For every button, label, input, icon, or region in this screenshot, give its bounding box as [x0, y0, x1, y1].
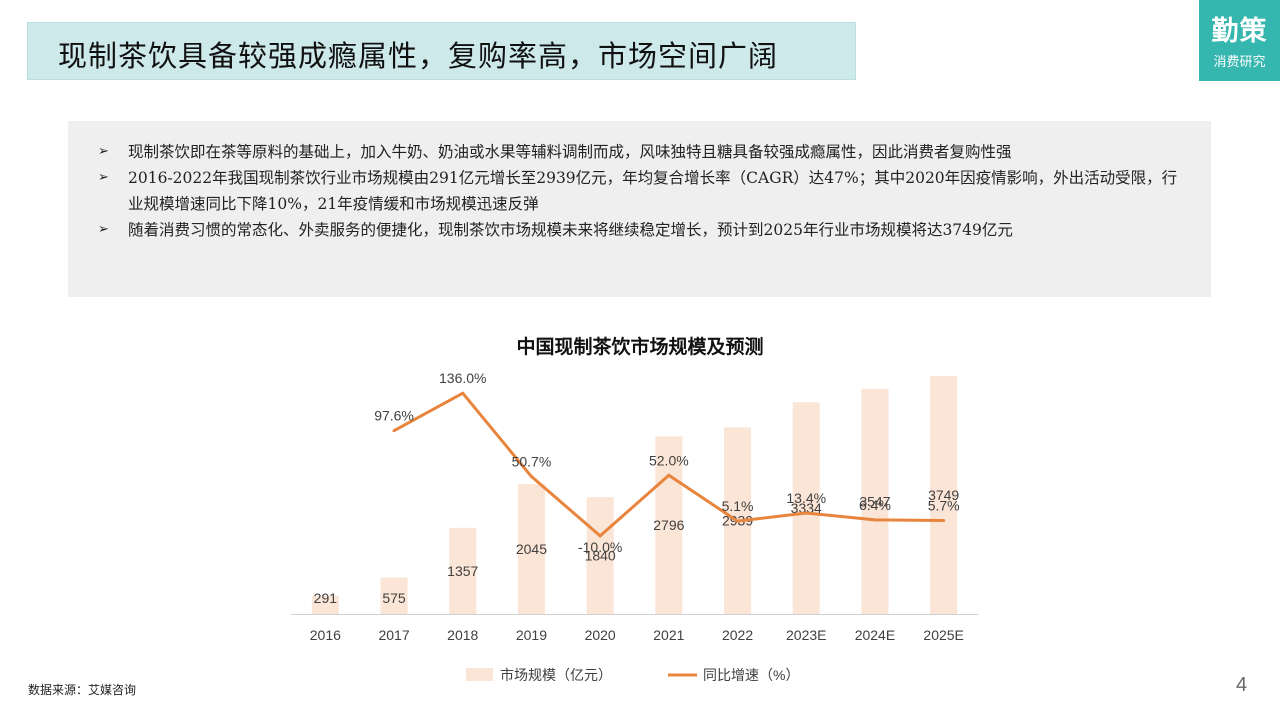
bar-2024E — [861, 388, 889, 614]
bar-2016 — [311, 595, 339, 614]
legend-bar-label: 市场规模（亿元） — [500, 667, 612, 683]
bullet-text-2: 2016-2022年我国现制茶饮行业市场规模由291亿元增长至2939亿元，年均… — [128, 169, 1178, 213]
data-source-note: 数据来源：艾媒咨询 — [28, 683, 137, 697]
logo-main-text: 勤策 — [1211, 16, 1268, 46]
x-tick-label-2016: 2016 — [310, 627, 341, 643]
bar-value-label-2025E: 3749 — [928, 487, 959, 503]
growth-point-2022 — [736, 519, 740, 523]
bar-2021 — [655, 436, 683, 614]
growth-label-2023E: 13.4% — [786, 490, 826, 506]
arrow-bullet-icon: ➢ — [98, 170, 109, 185]
title-banner: 现制茶饮具备较强成瘾属性，复购率高，市场空间广阔 — [27, 22, 856, 80]
growth-label-2025E: 5.7% — [928, 498, 960, 514]
bar-2019 — [517, 484, 545, 614]
growth-point-2024E — [873, 518, 877, 522]
growth-label-2020: -10.0% — [578, 539, 622, 555]
arrow-bullet-icon: ➢ — [98, 144, 109, 159]
x-tick-label-2025E: 2025E — [923, 627, 963, 643]
bar-2025E — [930, 375, 958, 614]
bullet-text-1: 现制茶饮即在茶等原料的基础上，加入牛奶、奶油或水果等辅料调制而成，风味独特且糖具… — [128, 143, 1012, 161]
bullet-text-3: 随着消费习惯的常态化、外卖服务的便捷化，现制茶饮市场规模未来将继续稳定增长，预计… — [128, 221, 1013, 239]
growth-label-2018: 136.0% — [439, 370, 486, 386]
bar-value-label-2017: 575 — [382, 590, 406, 606]
x-tick-label-2017: 2017 — [378, 627, 409, 643]
growth-point-2017 — [392, 429, 396, 433]
bar-value-label-2020: 1840 — [585, 548, 616, 564]
growth-point-2019 — [529, 475, 533, 479]
growth-point-2025E — [942, 519, 946, 523]
bar-2018 — [449, 527, 477, 614]
growth-label-2017: 97.6% — [374, 408, 414, 424]
x-tick-label-2019: 2019 — [516, 627, 547, 643]
bar-value-label-2016: 291 — [314, 590, 338, 606]
x-tick-label-2018: 2018 — [447, 627, 478, 643]
page-number: 4 — [1236, 674, 1248, 696]
bar-value-label-2019: 2045 — [516, 541, 547, 557]
growth-point-2020 — [598, 534, 602, 538]
growth-label-2024E: 6.4% — [859, 497, 891, 513]
growth-point-2018 — [461, 391, 465, 395]
growth-point-2023E — [804, 511, 808, 515]
bar-2017 — [380, 577, 408, 614]
growth-point-2021 — [667, 473, 671, 477]
chart-title: 中国现制茶饮市场规模及预测 — [516, 337, 764, 358]
legend-line-label: 同比增速（%） — [703, 667, 799, 683]
bar-value-label-2018: 1357 — [447, 563, 478, 579]
x-tick-label-2020: 2020 — [585, 627, 616, 643]
legend-bar-swatch — [466, 668, 493, 681]
bar-value-label-2021: 2796 — [653, 517, 684, 533]
bullet-item-2: ➢ 2016-2022年我国现制茶饮行业市场规模由291亿元增长至2939亿元，… — [98, 165, 1181, 217]
bullet-item-3: ➢ 随着消费习惯的常态化、外卖服务的便捷化，现制茶饮市场规模未来将继续稳定增长，… — [98, 217, 1181, 243]
growth-label-2019: 50.7% — [512, 454, 552, 470]
bar-2020 — [586, 497, 614, 614]
x-tick-label-2023E: 2023E — [786, 627, 826, 643]
growth-label-2022: 5.1% — [722, 498, 754, 514]
bar-value-label-2024E: 3547 — [859, 493, 890, 509]
bar-2023E — [792, 402, 820, 614]
x-tick-label-2022: 2022 — [722, 627, 753, 643]
arrow-bullet-icon: ➢ — [98, 222, 109, 237]
x-tick-label-2021: 2021 — [653, 627, 684, 643]
page-title: 现制茶饮具备较强成瘾属性，复购率高，市场空间广阔 — [58, 39, 779, 73]
brand-logo: 勤策 消费研究 — [1199, 0, 1280, 81]
bullet-list: ➢ 现制茶饮即在茶等原料的基础上，加入牛奶、奶油或水果等辅料调制而成，风味独特且… — [68, 121, 1211, 297]
bar-value-label-2023E: 3334 — [791, 500, 822, 516]
logo-sub-text: 消费研究 — [1213, 54, 1266, 69]
x-tick-label-2024E: 2024E — [855, 627, 895, 643]
growth-label-2021: 52.0% — [649, 452, 689, 468]
bullet-item-1: ➢ 现制茶饮即在茶等原料的基础上，加入牛奶、奶油或水果等辅料调制而成，风味独特且… — [98, 139, 1181, 165]
